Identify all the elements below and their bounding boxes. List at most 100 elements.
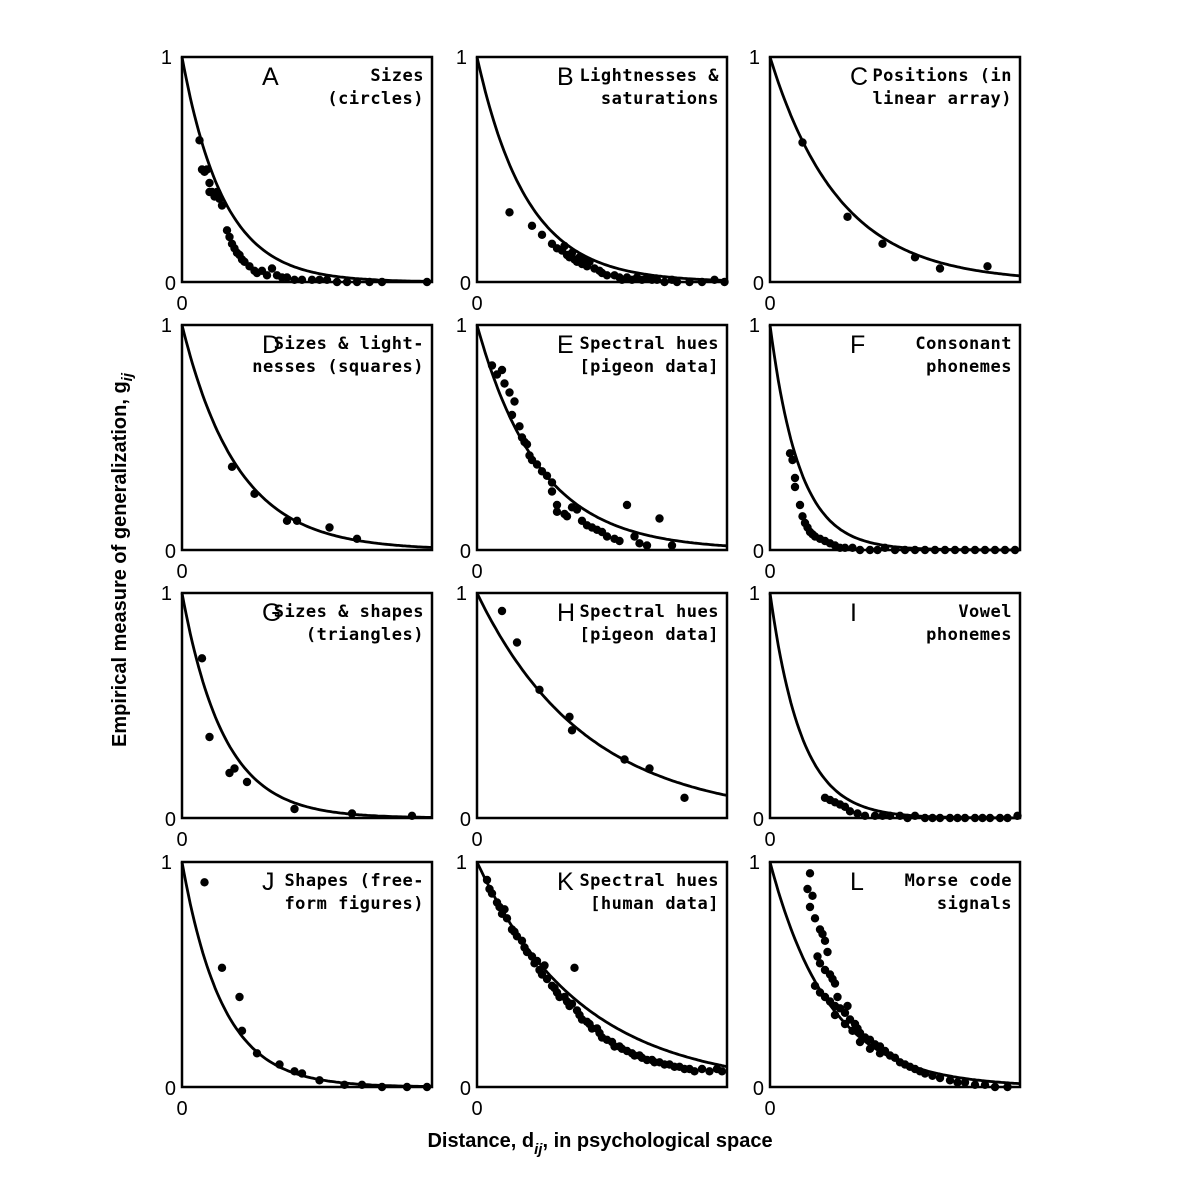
panel-title-line: (triangles): [306, 625, 424, 645]
data-point: [570, 963, 579, 972]
data-point: [920, 1069, 930, 1078]
panel-title-line: Lightnesses &: [579, 66, 719, 86]
data-point: [535, 685, 544, 694]
data-point: [990, 545, 1000, 555]
x-axis-title: Distance, dij, in psychological space: [427, 1130, 772, 1158]
data-point: [532, 460, 542, 469]
data-point: [507, 410, 517, 420]
y-tick-label: 0: [460, 273, 471, 295]
data-point: [833, 992, 842, 1002]
y-tick-label: 0: [165, 273, 176, 295]
data-point: [843, 212, 852, 221]
y-tick-label: 1: [749, 583, 760, 605]
y-tick-label: 1: [456, 583, 467, 605]
data-point: [960, 1078, 970, 1087]
data-point: [880, 543, 890, 552]
data-point: [542, 471, 552, 480]
panel-title-line: Sizes & light-: [274, 334, 424, 354]
data-point: [823, 947, 832, 957]
data-point: [813, 952, 822, 961]
panel-frame: [180, 591, 434, 820]
data-point: [252, 1049, 262, 1058]
data-point: [242, 777, 252, 787]
data-point: [202, 165, 212, 174]
panel-letter: E: [557, 331, 574, 359]
data-point: [790, 473, 800, 483]
data-point: [487, 889, 497, 898]
panel-title-line: [pigeon data]: [579, 357, 719, 377]
data-point: [340, 1080, 349, 1090]
data-point: [820, 936, 830, 945]
data-point: [865, 1044, 875, 1054]
panel-title-line: Vowel: [958, 602, 1012, 622]
panel-title-line: saturations: [601, 89, 719, 109]
data-point: [865, 545, 875, 555]
panel-frame: [475, 860, 729, 1089]
y-axis-title: Empirical measure of generalization, gij: [109, 372, 136, 747]
data-point: [212, 187, 222, 197]
data-point: [642, 541, 652, 550]
data-point: [815, 959, 825, 968]
data-point: [357, 1080, 367, 1090]
y-tick-label: 0: [165, 809, 176, 831]
data-point: [873, 545, 882, 555]
data-point: [222, 226, 232, 235]
panel-title-line: Consonant: [915, 334, 1012, 354]
data-point: [928, 813, 937, 823]
data-point: [290, 804, 299, 814]
data-point: [215, 194, 224, 203]
data-point: [547, 487, 557, 496]
data-point: [680, 793, 689, 802]
data-point: [532, 956, 542, 966]
panel-letter: H: [557, 599, 575, 627]
y-axis-title-text: Empirical measure of generalization, g: [109, 381, 131, 747]
y-tick-label: 1: [456, 852, 467, 874]
panel-letter: B: [557, 63, 574, 91]
panel-title-line: [pigeon data]: [579, 625, 719, 645]
x-tick-label: 0: [471, 561, 482, 583]
data-point: [552, 507, 562, 516]
data-point: [705, 1067, 714, 1076]
data-point: [810, 981, 820, 990]
data-point: [910, 545, 920, 555]
y-tick-label: 0: [165, 541, 176, 563]
panel-frame: [768, 55, 1022, 284]
fitted-curve: [180, 324, 433, 549]
data-point: [672, 277, 682, 287]
data-point: [983, 262, 992, 271]
data-point: [870, 811, 880, 820]
data-point: [235, 992, 244, 1002]
data-point: [1003, 813, 1012, 823]
data-point: [930, 545, 940, 555]
data-point: [928, 1071, 937, 1081]
data-point: [980, 1080, 990, 1090]
data-point: [843, 1001, 852, 1011]
data-point: [805, 902, 815, 912]
data-point: [848, 543, 857, 552]
data-point: [945, 1076, 955, 1085]
data-point: [510, 397, 519, 406]
panel-j: 1 00 J Shapes (free-form figures): [161, 852, 434, 1120]
data-point: [953, 813, 962, 823]
x-tick-label: 0: [176, 1098, 187, 1120]
data-point: [342, 277, 352, 287]
data-point: [875, 1049, 885, 1058]
panel-title-line: Sizes: [370, 66, 424, 86]
panel-frame: [768, 591, 1022, 820]
data-point: [347, 809, 357, 818]
data-point: [630, 532, 639, 541]
data-point: [635, 539, 644, 548]
data-point: [717, 1067, 727, 1076]
panel-letter: L: [850, 868, 864, 896]
data-point: [217, 201, 227, 210]
data-point: [567, 999, 577, 1008]
y-tick-label: 0: [753, 809, 764, 831]
data-point: [848, 1026, 857, 1036]
data-point: [790, 482, 800, 492]
data-point: [237, 1026, 247, 1036]
x-tick-label: 0: [471, 1098, 482, 1120]
x-axis-title-text: Distance, d: [427, 1130, 534, 1152]
panel-e: 1 00 E Spectral hues [pigeon data]: [456, 315, 729, 583]
data-point: [978, 813, 987, 823]
